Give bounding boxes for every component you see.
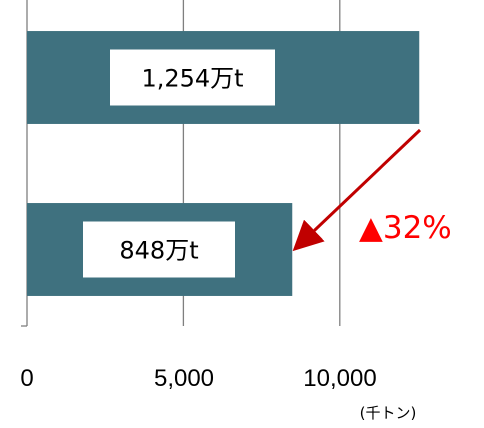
data-label-box-0 — [110, 49, 275, 106]
data-label-1: 848万t — [119, 237, 198, 265]
x-tick-label-10000: 10,000 — [303, 365, 376, 392]
change-arrow — [292, 128, 422, 252]
change-annotation: ▲32% — [359, 210, 452, 246]
data-label-box-1 — [83, 221, 235, 278]
x-tick-label-5000: 5,000 — [154, 365, 214, 392]
x-unit-label: (千トン) — [360, 404, 417, 422]
data-labels: 1,254万t 848万t — [83, 49, 275, 278]
x-tick-label-0: 0 — [20, 365, 33, 392]
x-tick-labels: 0 5,000 10,000 — [20, 365, 376, 392]
data-label-0: 1,254万t — [141, 65, 243, 93]
axes — [21, 0, 28, 327]
